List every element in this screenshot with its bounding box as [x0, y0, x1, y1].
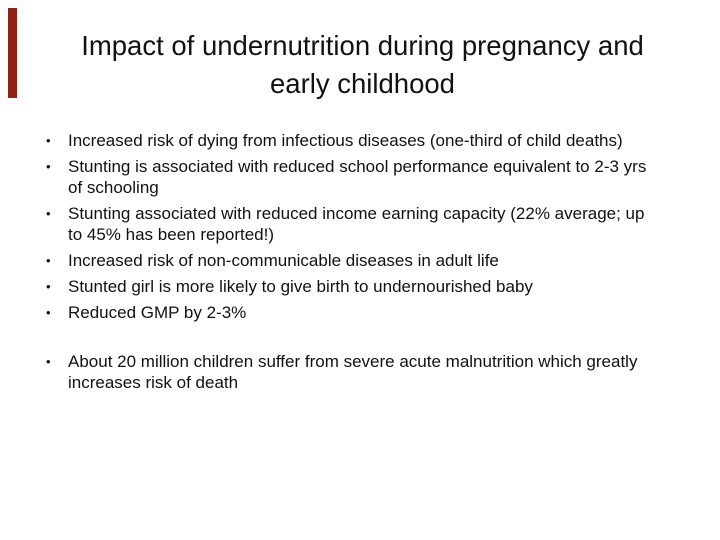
- bullet-icon: •: [46, 253, 51, 268]
- list-item: • Stunting associated with reduced incom…: [40, 203, 652, 245]
- bullet-list-main: • Increased risk of dying from infectiou…: [40, 130, 652, 323]
- list-item: • Reduced GMP by 2-3%: [40, 302, 652, 323]
- bullet-icon: •: [46, 354, 51, 369]
- bullet-icon: •: [46, 159, 51, 174]
- slide-body: • Increased risk of dying from infectiou…: [40, 130, 652, 398]
- list-item: • Stunted girl is more likely to give bi…: [40, 276, 652, 297]
- bullet-text: Stunting is associated with reduced scho…: [68, 157, 647, 197]
- slide-title-line-1: Impact of undernutrition during pregnanc…: [81, 30, 644, 61]
- bullet-text: Increased risk of non-communicable disea…: [68, 251, 499, 270]
- slide-title-line-2: early childhood: [270, 68, 455, 99]
- bullet-icon: •: [46, 206, 51, 221]
- accent-bar: [8, 8, 17, 98]
- bullet-text: Reduced GMP by 2-3%: [68, 303, 247, 322]
- bullet-text: Stunted girl is more likely to give birt…: [68, 277, 533, 296]
- bullet-list-secondary: • About 20 million children suffer from …: [40, 351, 652, 393]
- list-item: • Increased risk of non-communicable dis…: [40, 250, 652, 271]
- bullet-text: Stunting associated with reduced income …: [68, 204, 645, 244]
- slide-title: Impact of undernutrition during pregnanc…: [40, 27, 685, 103]
- bullet-icon: •: [46, 305, 51, 320]
- list-item: • Stunting is associated with reduced sc…: [40, 156, 652, 198]
- bullet-icon: •: [46, 133, 51, 148]
- bullet-icon: •: [46, 279, 51, 294]
- bullet-text: About 20 million children suffer from se…: [68, 352, 638, 392]
- list-item: • About 20 million children suffer from …: [40, 351, 652, 393]
- list-item: • Increased risk of dying from infectiou…: [40, 130, 652, 151]
- bullet-text: Increased risk of dying from infectious …: [68, 131, 623, 150]
